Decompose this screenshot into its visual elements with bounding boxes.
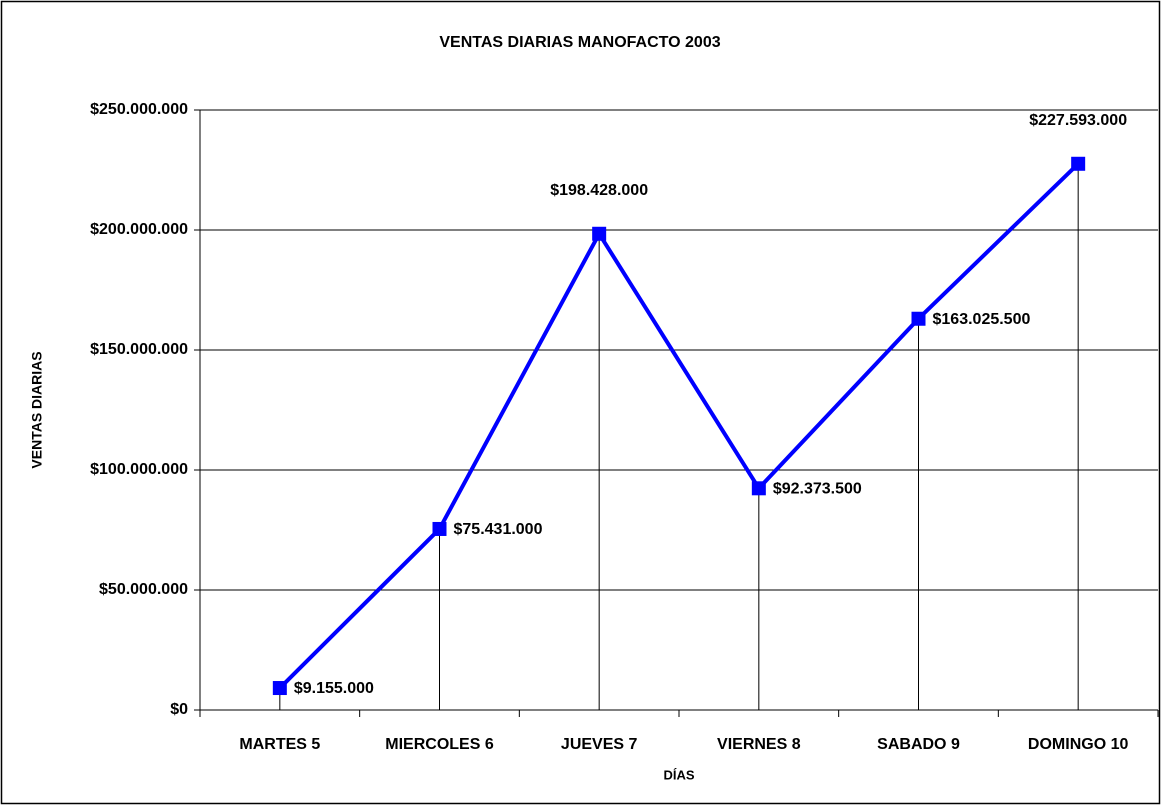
x-tick-label: SABADO 9 <box>877 736 960 753</box>
data-label: $198.428.000 <box>550 182 648 199</box>
x-tick-label: DOMINGO 10 <box>1028 736 1129 753</box>
chart-title: VENTAS DIARIAS MANOFACTO 2003 <box>439 34 720 51</box>
x-tick-label: MIERCOLES 6 <box>385 736 494 753</box>
x-tick-label: VIERNES 8 <box>717 736 801 753</box>
marker <box>1071 156 1086 171</box>
y-tick-label: $250.000.000 <box>90 101 188 118</box>
data-label: $163.025.500 <box>933 311 1031 328</box>
y-axis-label: VENTAS DIARIAS <box>29 351 45 468</box>
x-axis-label: DÍAS <box>663 767 694 782</box>
marker <box>592 226 607 241</box>
series-line <box>278 162 1080 690</box>
marker <box>911 311 926 326</box>
marker <box>432 521 447 536</box>
x-tick-label: JUEVES 7 <box>561 736 638 753</box>
y-tick-label: $200.000.000 <box>90 221 188 238</box>
data-label: $227.593.000 <box>1029 112 1127 129</box>
y-tick-label: $100.000.000 <box>90 461 188 478</box>
y-tick-label: $50.000.000 <box>99 581 188 598</box>
marker <box>272 681 287 696</box>
data-label: $9.155.000 <box>294 680 374 697</box>
data-label: $92.373.500 <box>773 481 862 498</box>
y-tick-label: $150.000.000 <box>90 341 188 358</box>
marker <box>751 481 766 496</box>
data-label: $75.431.000 <box>454 521 543 538</box>
x-tick-label: MARTES 5 <box>239 736 320 753</box>
y-tick-label: $0 <box>170 701 188 718</box>
